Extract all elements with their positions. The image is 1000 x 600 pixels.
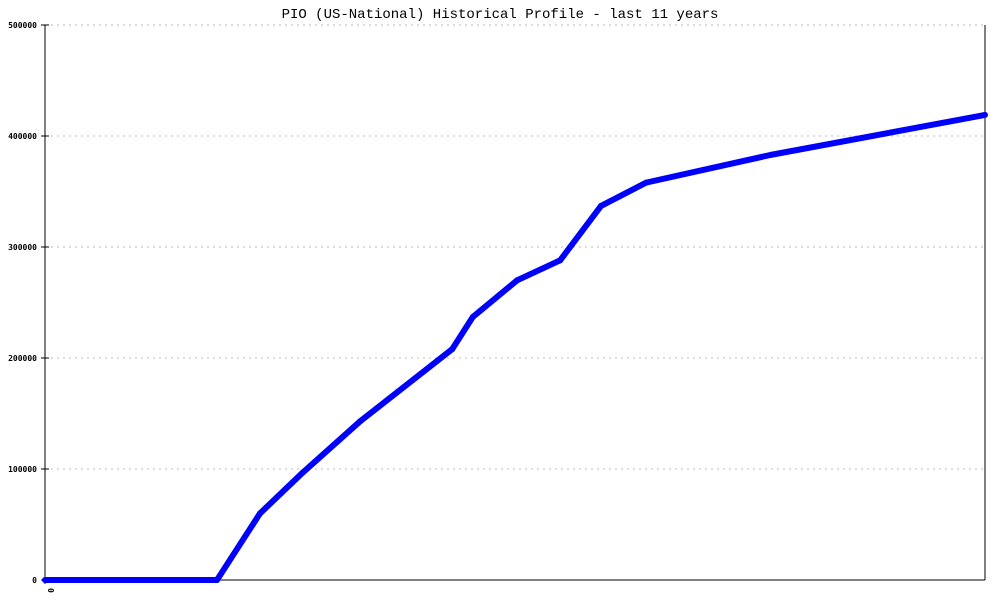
- data-point: [257, 510, 264, 517]
- data-point: [449, 346, 456, 353]
- data-point: [557, 257, 564, 264]
- data-point: [300, 469, 307, 476]
- x-tick-label: 0: [46, 588, 55, 593]
- y-tick-label: 100000: [8, 465, 37, 474]
- data-point: [42, 577, 48, 583]
- y-tick-label: 0: [32, 576, 37, 585]
- data-point: [598, 202, 605, 209]
- data-point: [767, 151, 774, 158]
- data-point: [214, 577, 221, 583]
- data-point: [982, 111, 988, 118]
- y-tick-label: 300000: [8, 243, 37, 252]
- series-line: [45, 111, 986, 583]
- data-point: [643, 179, 650, 186]
- data-point: [514, 277, 521, 284]
- data-point: [357, 418, 364, 425]
- data-point: [469, 313, 476, 320]
- y-tick-label: 400000: [8, 132, 37, 141]
- y-tick-label: 500000: [8, 21, 37, 30]
- y-tick-label: 200000: [8, 354, 37, 363]
- chart-title: PIO (US-National) Historical Profile - l…: [282, 7, 719, 23]
